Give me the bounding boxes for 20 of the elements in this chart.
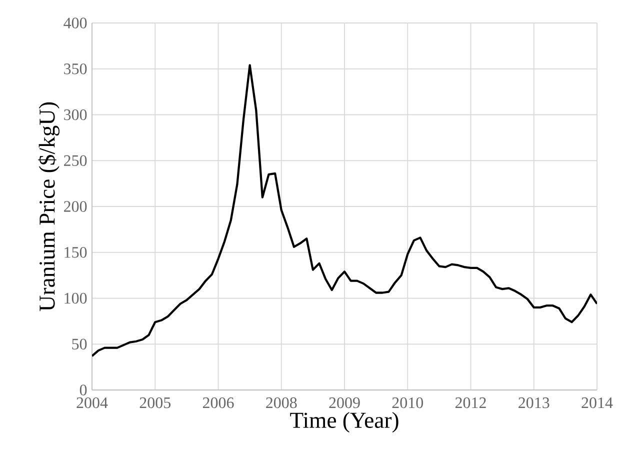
x-tick-label: 2010: [392, 397, 424, 408]
y-tick-label: 150: [64, 246, 87, 258]
y-tick-label: 400: [64, 18, 87, 28]
y-tick-label: 250: [64, 155, 87, 166]
x-tick-label: 2005: [140, 397, 171, 408]
y-tick-label: 100: [64, 292, 87, 304]
y-tick-label: 50: [72, 338, 87, 350]
y-tick-label: 300: [64, 109, 87, 120]
y-tick-label: 200: [64, 201, 87, 212]
y-tick-label: 0: [80, 384, 87, 396]
x-tick-label: 2009: [329, 397, 360, 408]
x-tick-label: 2008: [266, 397, 297, 408]
y-tick-label: 350: [64, 63, 87, 74]
x-axis-title: Time (Year): [290, 412, 398, 433]
x-tick-label: 2004: [76, 397, 108, 408]
y-axis-title: Uranium Price ($/kgU): [38, 102, 60, 312]
x-tick-label: 2013: [518, 397, 550, 408]
x-tick-label: 2006: [202, 397, 234, 408]
x-tick-label: 2014: [582, 397, 613, 408]
x-tick-label: 2012: [455, 397, 486, 408]
